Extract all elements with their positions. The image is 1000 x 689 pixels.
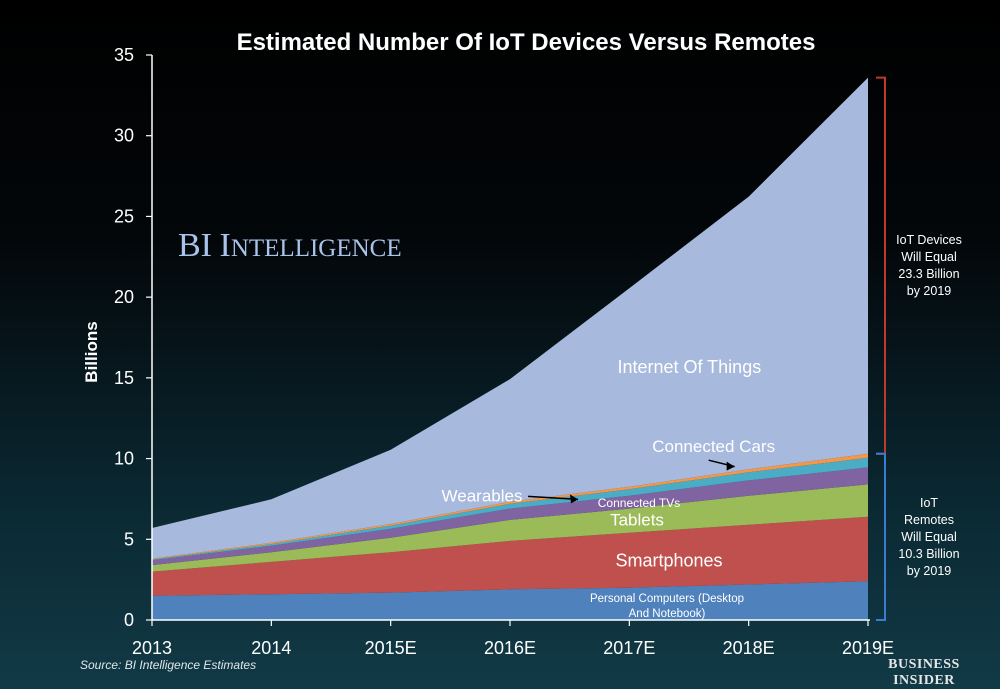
y-tick-label: 15 — [114, 368, 134, 388]
label-personal-computers-line1: Personal Computers (Desktop — [590, 593, 744, 605]
area-tablets — [152, 484, 868, 572]
iot-remotes-annotation: IoT — [920, 496, 938, 510]
iot-devices-bracket — [876, 76, 886, 455]
label-personal-computers-line2: And Notebook) — [629, 608, 706, 620]
iot-devices-annotation: by 2019 — [907, 284, 952, 298]
label-connected-tvs: Connected TVs — [598, 496, 681, 510]
area-internet-of-things — [152, 77, 868, 559]
y-tick-label: 0 — [124, 610, 134, 630]
y-axis-label: Billions — [82, 321, 101, 382]
logo-line: INSIDER — [893, 673, 955, 688]
y-tick-label: 5 — [124, 529, 134, 549]
brand-word-initial: I — [220, 227, 231, 264]
axes: 0 5 10 15 20 25 30 35 2013 2014 2015E 2016E 2017E 201… — [114, 45, 894, 658]
annotation-brackets: IoT Devices Will Equal 23.3 Billion by 2019… — [876, 76, 962, 621]
y-tick-label: 10 — [114, 449, 134, 469]
y-tick-label: 35 — [114, 45, 134, 65]
y-tick-label: 30 — [114, 126, 134, 146]
area-connected-tvs — [152, 467, 868, 566]
x-tick-label: 2015E — [365, 638, 417, 658]
x-tick-label: 2014 — [251, 638, 291, 658]
chart-title: Estimated Number Of IoT Devices Versus R… — [237, 29, 816, 56]
y-tick-label: 20 — [114, 287, 134, 307]
iot-remotes-annotation: Remotes — [904, 513, 954, 527]
iot-remotes-annotation: 10.3 Billion — [898, 547, 959, 561]
wearables-arrowhead — [570, 494, 578, 504]
x-tick-label: 2013 — [132, 638, 172, 658]
area-smartphones — [152, 516, 868, 596]
area-connected-cars — [152, 453, 868, 560]
x-tick-label: 2019E — [842, 638, 894, 658]
brand-word: BI — [178, 227, 212, 264]
iot-devices-annotation: 23.3 Billion — [898, 267, 959, 281]
label-connected-cars: Connected Cars — [652, 437, 775, 456]
logo-line: BUSINESS — [888, 657, 960, 672]
stacked-areas — [152, 77, 868, 620]
x-tick-label: 2017E — [603, 638, 655, 658]
brand-space — [212, 230, 220, 263]
wearables-arrow — [527, 495, 579, 501]
label-smartphones: Smartphones — [615, 550, 722, 570]
label-wearables: Wearables — [442, 486, 523, 505]
bi-intelligence-watermark: BI INTELLIGENCE — [178, 227, 402, 264]
connected-cars-arrowhead — [726, 461, 735, 471]
area-personal-computers-desktop-and-notebook — [152, 581, 868, 620]
iot-remotes-annotation: Will Equal — [901, 530, 957, 544]
source-note: Source: BI Intelligence Estimates — [80, 658, 256, 672]
label-internet-of-things: Internet Of Things — [617, 357, 761, 377]
brand-word-rest: NTELLIGENCE — [231, 235, 402, 262]
iot-remotes-bracket — [876, 452, 886, 621]
iot-remotes-annotation: by 2019 — [907, 564, 952, 578]
y-tick-label: 25 — [114, 206, 134, 226]
series-labels: Internet Of ThingsSmartphonesTabletsConn… — [442, 357, 776, 620]
x-tick-label: 2018E — [723, 638, 775, 658]
x-tick-label: 2016E — [484, 638, 536, 658]
label-tablets: Tablets — [610, 511, 664, 530]
iot-devices-annotation: IoT Devices — [896, 233, 962, 247]
iot-devices-annotation: Will Equal — [901, 250, 957, 264]
area-wearables — [152, 457, 868, 561]
